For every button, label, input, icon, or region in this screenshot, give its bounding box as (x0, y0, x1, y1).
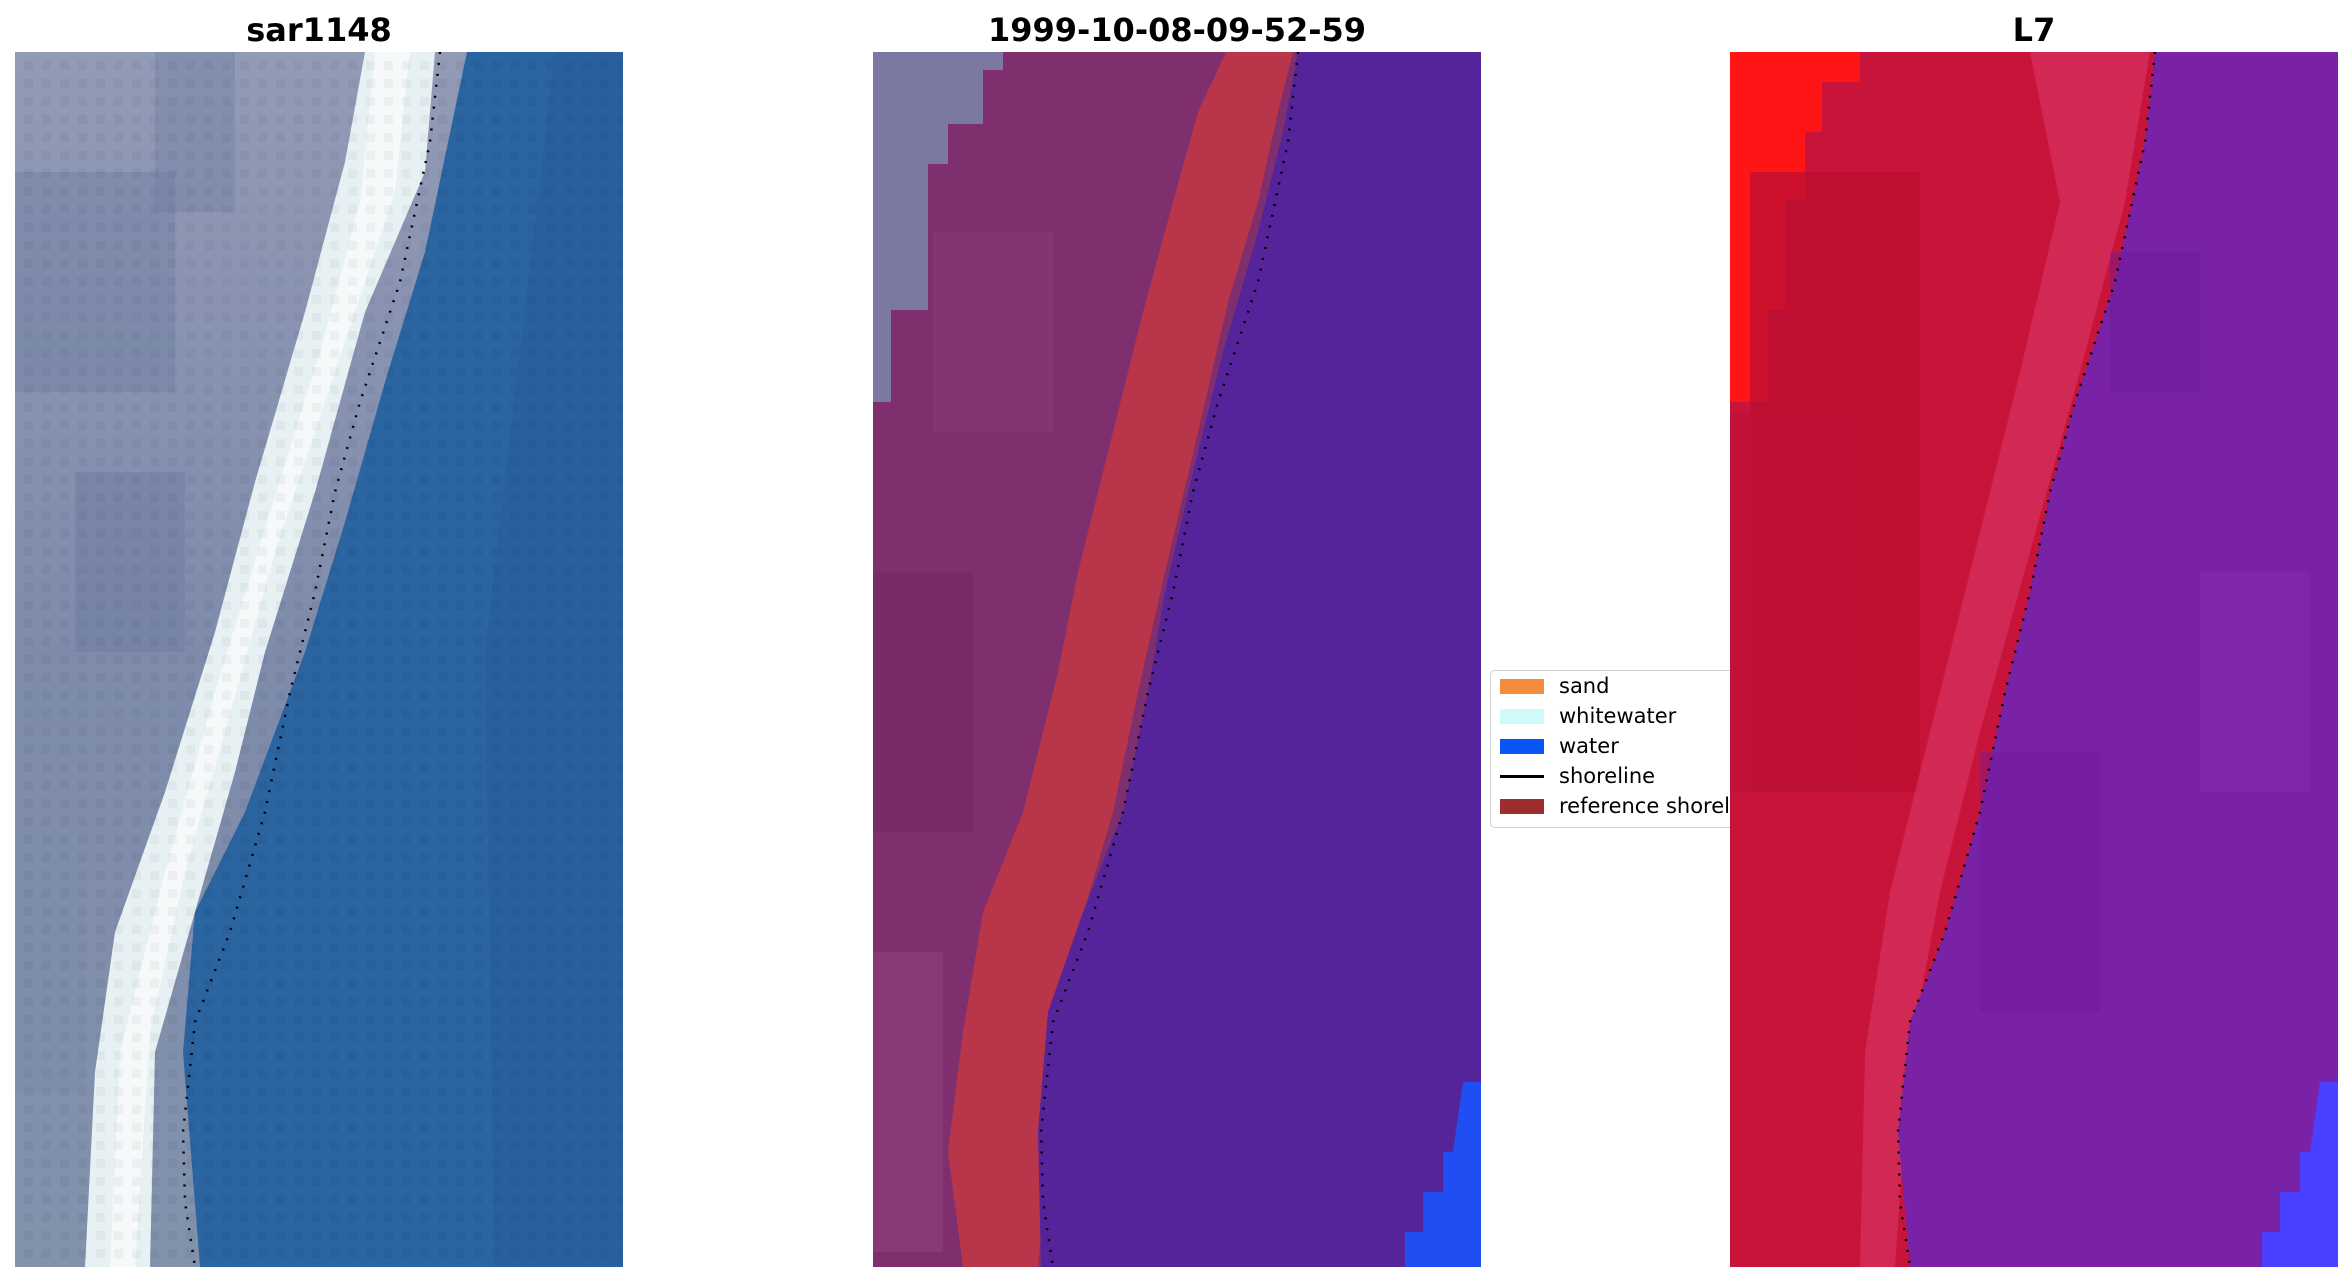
index-image (1730, 52, 2338, 1267)
legend-item-water: water (1491, 733, 1739, 759)
rgb-image (15, 52, 623, 1267)
reference-shoreline-swatch (1500, 799, 1544, 814)
panel-title-date: 1999-10-08-09-52-59 (987, 11, 1367, 49)
index-water (1898, 52, 2338, 1267)
index-water-edge (2262, 1082, 2338, 1267)
legend-item-reference-shoreline: reference shoreline (1491, 793, 1739, 819)
legend-label-whitewater: whitewater (1559, 704, 1677, 728)
whitewater-swatch (1500, 709, 1544, 724)
legend-label-reference-shoreline: reference shoreline (1559, 794, 1739, 818)
legend-item-shoreline: shoreline (1491, 763, 1739, 789)
legend: sand whitewater water shoreline referenc… (1490, 670, 1740, 828)
shoreline-line-swatch (1500, 775, 1544, 778)
panel-title-sar1148: sar1148 (246, 11, 392, 49)
classified-water (1038, 52, 1481, 1267)
legend-label-shoreline: shoreline (1559, 764, 1656, 788)
legend-label-water: water (1559, 734, 1619, 758)
classified-image (873, 52, 1481, 1267)
legend-label-sand: sand (1559, 674, 1610, 698)
sand-swatch (1500, 679, 1544, 694)
panel-title-l7: L7 (2012, 11, 2056, 49)
water-swatch (1500, 739, 1544, 754)
classified-sand-band (948, 52, 1293, 1267)
legend-item-whitewater: whitewater (1491, 703, 1739, 729)
classified-water-edge (1405, 1082, 1481, 1267)
legend-item-sand: sand (1491, 673, 1739, 699)
